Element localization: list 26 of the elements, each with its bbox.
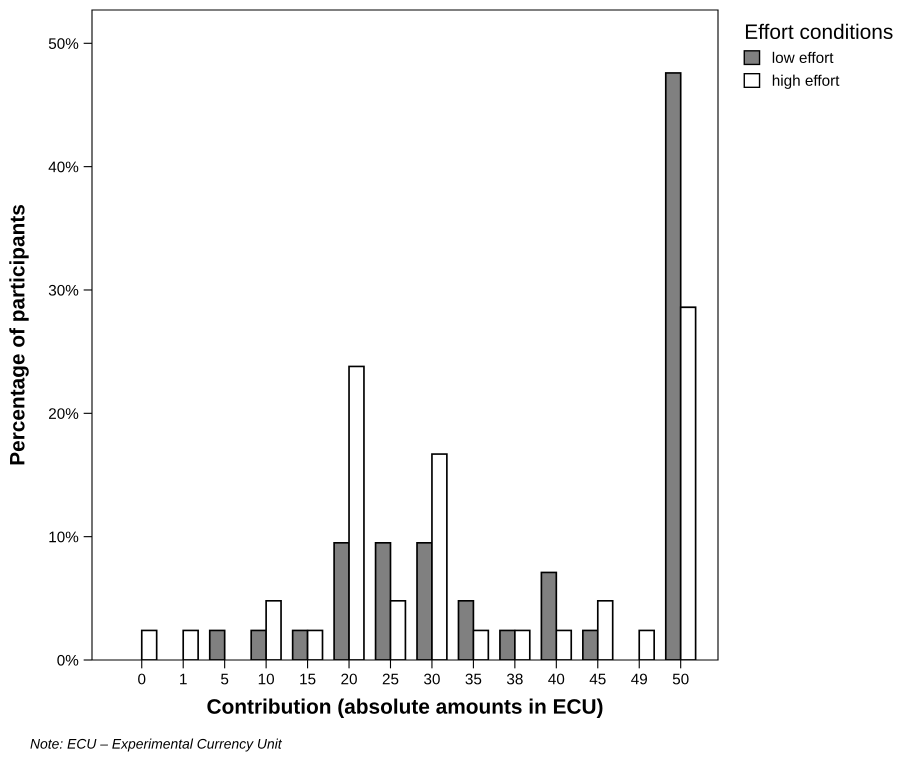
x-tick-label: 38 — [506, 674, 523, 684]
x-axis-title: Contribution (absolute amounts in ECU) — [207, 698, 602, 718]
x-tick-label: 15 — [300, 674, 316, 684]
legend-title: Effort conditions — [746, 24, 893, 40]
x-tick-label: 30 — [424, 674, 440, 684]
x-tick-label: 45 — [590, 674, 606, 684]
x-tick-label: 1 — [180, 674, 187, 684]
x-tick-label: 0 — [138, 674, 146, 684]
legend-label: low effort — [772, 52, 834, 64]
x-tick-label: 10 — [258, 674, 274, 684]
y-tick-label: 50% — [48, 38, 78, 49]
legend-label: high effort — [772, 74, 840, 89]
y-axis-title: Percentage of participants — [9, 205, 29, 464]
text: Note: ECU – Experimental Currency Unit — [30, 738, 282, 752]
y-tick-label: 30% — [48, 284, 78, 296]
y-tick-label: 10% — [49, 532, 78, 542]
x-tick-label: 5 — [221, 674, 228, 684]
y-tick-label: 40% — [48, 162, 78, 172]
x-tick-label: 20 — [341, 674, 357, 684]
x-tick-label: 35 — [465, 674, 482, 684]
x-tick-label: 50 — [672, 674, 689, 684]
x-tick-label: 49 — [631, 674, 648, 684]
x-tick-label: 40 — [548, 674, 564, 684]
x-tick-label: 25 — [382, 674, 398, 684]
y-tick-label: 0% — [57, 654, 78, 666]
y-tick-label: 20% — [48, 408, 78, 420]
